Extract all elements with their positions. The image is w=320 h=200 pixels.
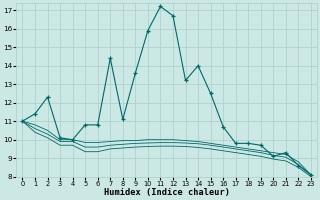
X-axis label: Humidex (Indice chaleur): Humidex (Indice chaleur) bbox=[104, 188, 230, 197]
